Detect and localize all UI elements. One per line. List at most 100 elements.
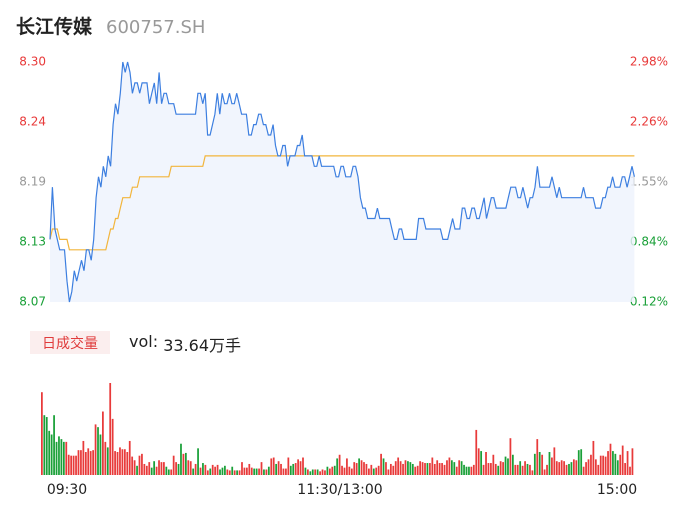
- volume-bar: [92, 450, 95, 475]
- volume-bar: [189, 461, 192, 475]
- volume-bar: [163, 462, 165, 475]
- volume-bar: [551, 457, 553, 475]
- volume-bar: [114, 451, 116, 475]
- volume-bar: [41, 392, 43, 475]
- volume-bar: [104, 441, 107, 475]
- volume-bar: [460, 461, 463, 475]
- volume-bar: [343, 467, 346, 475]
- volume-bar: [45, 417, 48, 475]
- volume-bar: [555, 461, 558, 475]
- volume-bar: [65, 441, 68, 475]
- volume-bar: [194, 463, 197, 475]
- volume-bar: [570, 462, 573, 475]
- volume-bar: [141, 453, 143, 475]
- time-axis: 09:30 11:30/13:00 15:00: [47, 482, 637, 498]
- volume-bar: [482, 464, 485, 475]
- volume-bar: [199, 467, 202, 475]
- volume-bar: [619, 454, 622, 475]
- volume-bar: [533, 453, 536, 475]
- volume-bar: [387, 469, 390, 475]
- volume-chart: 09:30 11:30/13:00 15:00: [41, 383, 637, 498]
- volume-bar: [558, 462, 561, 475]
- volume-bar: [599, 455, 602, 475]
- volume-bar: [553, 447, 556, 475]
- y-tick-left-1: 8.24: [19, 115, 46, 129]
- volume-bar: [72, 455, 75, 475]
- volume-bar: [446, 460, 448, 475]
- volume-bar: [597, 464, 600, 475]
- volume-bar: [97, 427, 99, 475]
- volume-bar: [563, 461, 565, 475]
- volume-bar: [543, 469, 546, 475]
- volume-bar: [158, 460, 160, 475]
- volume-bar: [429, 463, 431, 475]
- volume-bar: [492, 454, 495, 475]
- volume-bar: [499, 461, 502, 475]
- volume-bar: [67, 454, 70, 475]
- volume-bar: [385, 462, 387, 475]
- volume-bar: [89, 451, 92, 475]
- volume-bar: [272, 457, 275, 475]
- volume-bar: [494, 463, 497, 475]
- volume-bar: [585, 462, 587, 475]
- volume-bar: [431, 457, 434, 475]
- volume-bar: [365, 463, 368, 475]
- volume-bar: [136, 465, 138, 475]
- volume-bar: [497, 465, 500, 475]
- volume-bar: [58, 436, 60, 475]
- volume-bar: [285, 468, 287, 475]
- volume-bar: [248, 463, 251, 475]
- y-tick-right-2: 1.55%: [630, 175, 668, 189]
- volume-bar: [226, 469, 229, 475]
- volume-bar: [463, 464, 465, 475]
- volume-bar: [43, 415, 46, 475]
- volume-bar: [612, 451, 614, 475]
- volume-bar: [109, 383, 112, 475]
- volume-bar: [148, 462, 151, 475]
- volume-bar: [328, 468, 331, 475]
- volume-bar: [94, 424, 97, 475]
- volume-bar: [521, 465, 524, 475]
- volume-bar: [270, 458, 273, 475]
- volume-bar: [231, 466, 234, 475]
- volume-bar: [131, 456, 134, 475]
- volume-bar: [529, 464, 531, 475]
- volume-bar: [228, 470, 231, 475]
- volume-bar: [607, 451, 609, 475]
- volume-bar: [348, 466, 351, 475]
- volume-bar: [102, 411, 104, 475]
- volume-bar: [490, 463, 492, 475]
- volume-bar: [175, 462, 177, 475]
- y-tick-right-3: 0.84%: [630, 235, 668, 249]
- volume-bar: [370, 464, 373, 475]
- volume-bar: [260, 462, 263, 475]
- volume-bar: [307, 469, 309, 475]
- volume-bar: [538, 452, 541, 475]
- volume-bar: [409, 462, 412, 475]
- volume-bar: [326, 466, 329, 475]
- volume-bar: [436, 460, 439, 475]
- volume-bar: [241, 462, 243, 475]
- average-price-line: [49, 155, 635, 251]
- volume-bar: [182, 453, 185, 475]
- volume-bar: [236, 470, 238, 475]
- volume-bar: [82, 440, 85, 475]
- volume-bar: [341, 465, 343, 475]
- volume-bar: [509, 438, 512, 475]
- stock-code: 600757.SH: [106, 17, 206, 38]
- volume-bar: [80, 450, 82, 475]
- volume-bar: [485, 452, 487, 475]
- volume-bar: [211, 464, 214, 475]
- volume-bar: [304, 467, 307, 475]
- volume-bar: [472, 464, 475, 475]
- volume-bar: [258, 468, 260, 475]
- volume-bar: [314, 469, 317, 475]
- volume-bar: [294, 463, 297, 475]
- volume-bar: [209, 468, 212, 475]
- volume-tag[interactable]: 日成交量: [30, 331, 110, 354]
- x-tick-1: 11:30/13:00: [297, 482, 382, 498]
- volume-bar: [138, 455, 141, 475]
- volume-bar: [297, 459, 299, 475]
- volume-bar: [155, 466, 158, 475]
- volume-bar: [126, 452, 129, 475]
